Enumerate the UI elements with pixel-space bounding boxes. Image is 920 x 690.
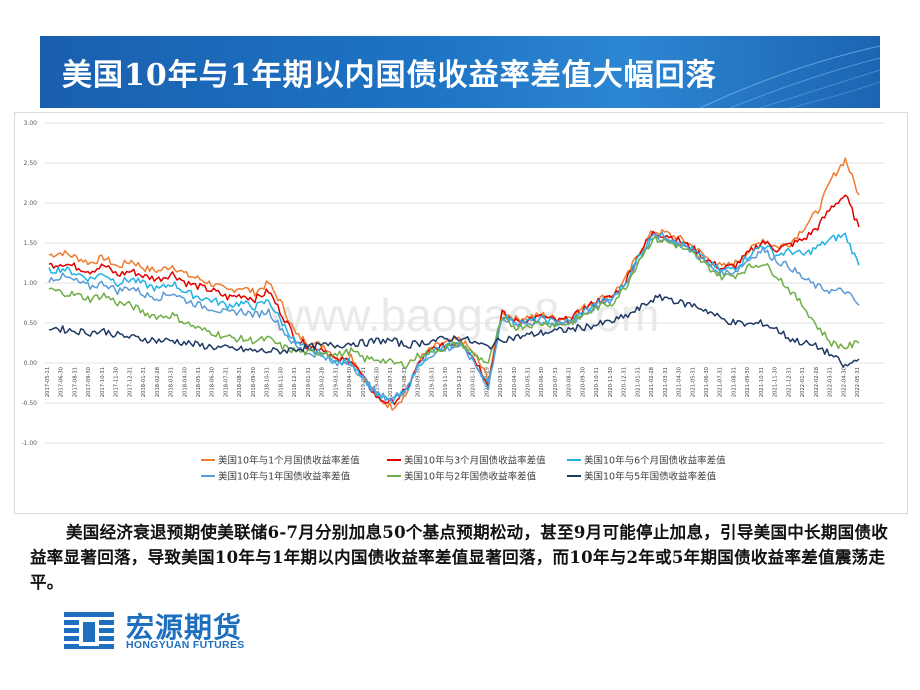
x-tick-label: 2019-10-31: [429, 367, 435, 397]
x-tick-label: 2020-08-31: [567, 367, 573, 397]
analysis-paragraph: 美国经济衰退预期使美联储6-7月分别加息50个基点预期松动，甚至9月可能停止加息…: [30, 523, 889, 592]
series-line-2: [48, 194, 860, 406]
x-tick-label: 2022-01-31: [800, 367, 806, 397]
x-tick-label: 2021-02-28: [649, 367, 655, 397]
banner-background: [40, 36, 880, 108]
legend-label: 美国10年与1年国债收益率差值: [218, 471, 351, 483]
x-tick-label: 2017-05-11: [45, 367, 51, 397]
title-banner: 美国10年与1年期以内国债收益率差值大幅回落: [40, 36, 880, 108]
x-tick-label: 2020-01-31: [471, 367, 477, 397]
legend-label: 美国10年与2年国债收益率差值: [404, 471, 537, 483]
x-tick-label: 2020-11-30: [608, 367, 614, 397]
logo-name-en: HONGYUAN FUTURES: [126, 639, 245, 651]
logo-mark-icon: [64, 612, 114, 649]
logo-name-cn: 宏源期货: [126, 611, 243, 644]
y-tick-label: 3.00: [24, 120, 38, 127]
y-tick-label: -0.50: [21, 400, 37, 407]
x-tick-label: 2017-12-31: [127, 367, 133, 397]
x-tick-label: 2019-12-31: [457, 367, 463, 397]
x-tick-label: 2021-08-31: [731, 367, 737, 397]
x-tick-label: 2018-11-30: [278, 367, 284, 397]
legend-label: 美国10年与3个月国债收益率差值: [404, 455, 546, 467]
y-tick-label: 0.50: [24, 320, 38, 327]
x-tick-label: 2019-02-28: [320, 367, 326, 397]
x-tick-label: 2021-07-31: [718, 367, 724, 397]
x-tick-label: 2022-04-30: [841, 367, 847, 397]
chart-frame: www.baogao8.com 3.00 2.50 2.00 1.50 1.00 0.50 0…: [14, 112, 908, 514]
x-tick-label: 2021-12-31: [786, 367, 792, 397]
y-tick-label: 2.50: [24, 160, 38, 167]
x-tick-label: 2021-01-31: [635, 367, 641, 397]
x-tick-label: 2022-02-28: [814, 367, 820, 397]
x-tick-label: 2018-01-31: [141, 367, 147, 397]
x-tick-label: 2021-03-31: [663, 367, 669, 397]
x-tick-label: 2020-04-30: [512, 367, 518, 397]
x-tick-label: 2020-06-30: [539, 367, 545, 397]
x-tick-label: 2017-06-30: [59, 367, 65, 397]
y-tick-label: 2.00: [24, 200, 38, 207]
x-tick-label: 2019-01-31: [306, 367, 312, 397]
x-tick-label: 2021-04-30: [677, 367, 683, 397]
x-tick-label: 2018-02-28: [155, 367, 161, 397]
x-tick-label: 2019-06-30: [374, 367, 380, 397]
x-tick-label: 2018-12-31: [292, 367, 298, 397]
x-tick-label: 2021-10-31: [759, 367, 765, 397]
x-tick-label: 2019-05-31: [361, 367, 367, 397]
x-tick-label: 2022-05-31: [855, 367, 861, 397]
x-tick-label: 2021-09-30: [745, 367, 751, 397]
x-tick-label: 2018-08-31: [237, 367, 243, 397]
x-tick-label: 2018-10-31: [265, 367, 271, 397]
x-tick-label: 2018-03-31: [169, 367, 175, 397]
y-tick-label: -1.00: [21, 440, 37, 447]
y-tick-label: 0.00: [24, 360, 38, 367]
x-tick-label: 2021-11-30: [773, 367, 779, 397]
x-tick-label: 2018-04-30: [182, 367, 188, 397]
x-tick-label: 2021-06-30: [704, 367, 710, 397]
series-line-5: [48, 235, 860, 369]
legend-label: 美国10年与5年国债收益率差值: [584, 471, 717, 483]
slide-title: 美国10年与1年期以内国债收益率差值大幅回落: [62, 58, 717, 93]
x-tick-label: 2020-07-31: [553, 367, 559, 397]
x-tick-label: 2020-10-31: [594, 367, 600, 397]
legend-label: 美国10年与1个月国债收益率差值: [218, 455, 360, 467]
x-tick-label: 2022-03-31: [828, 367, 834, 397]
x-tick-label: 2019-04-30: [347, 367, 353, 397]
x-tick-label: 2017-09-30: [86, 367, 92, 397]
x-tick-label: 2018-05-31: [196, 367, 202, 397]
x-tick-label: 2020-05-31: [526, 367, 532, 397]
x-tick-label: 2020-03-31: [498, 367, 504, 397]
x-tick-label: 2021-05-31: [690, 367, 696, 397]
x-tick-label: 2019-03-31: [333, 367, 339, 397]
x-tick-label: 2019-09-30: [416, 367, 422, 397]
x-tick-label: 2018-06-30: [210, 367, 216, 397]
x-tick-label: 2019-07-31: [388, 367, 394, 397]
banner-decoration: [699, 45, 880, 108]
x-tick-label: 2018-09-30: [251, 367, 257, 397]
yield-spread-chart: www.baogao8.com 3.00 2.50 2.00 1.50 1.00 0.50 0…: [21, 120, 885, 483]
x-tick-label: 2018-07-31: [223, 367, 229, 397]
y-tick-label: 1.50: [24, 240, 38, 247]
x-tick-label: 2017-08-31: [72, 367, 78, 397]
legend-label: 美国10年与6个月国债收益率差值: [584, 455, 726, 467]
company-logo: 宏源期货 HONGYUAN FUTURES: [62, 606, 282, 652]
x-tick-label: 2017-11-30: [114, 367, 120, 397]
x-tick-label: 2019-08-31: [402, 367, 408, 397]
series-line-6: [48, 293, 860, 368]
x-tick-label: 2020-09-30: [580, 367, 586, 397]
x-tick-label: 2020-12-31: [622, 367, 628, 397]
watermark-text: www.baogao8.com: [270, 289, 660, 341]
x-tick-label: 2017-10-31: [100, 367, 106, 397]
x-tick-label: 2019-11-30: [443, 367, 449, 397]
y-tick-label: 1.00: [24, 280, 38, 287]
